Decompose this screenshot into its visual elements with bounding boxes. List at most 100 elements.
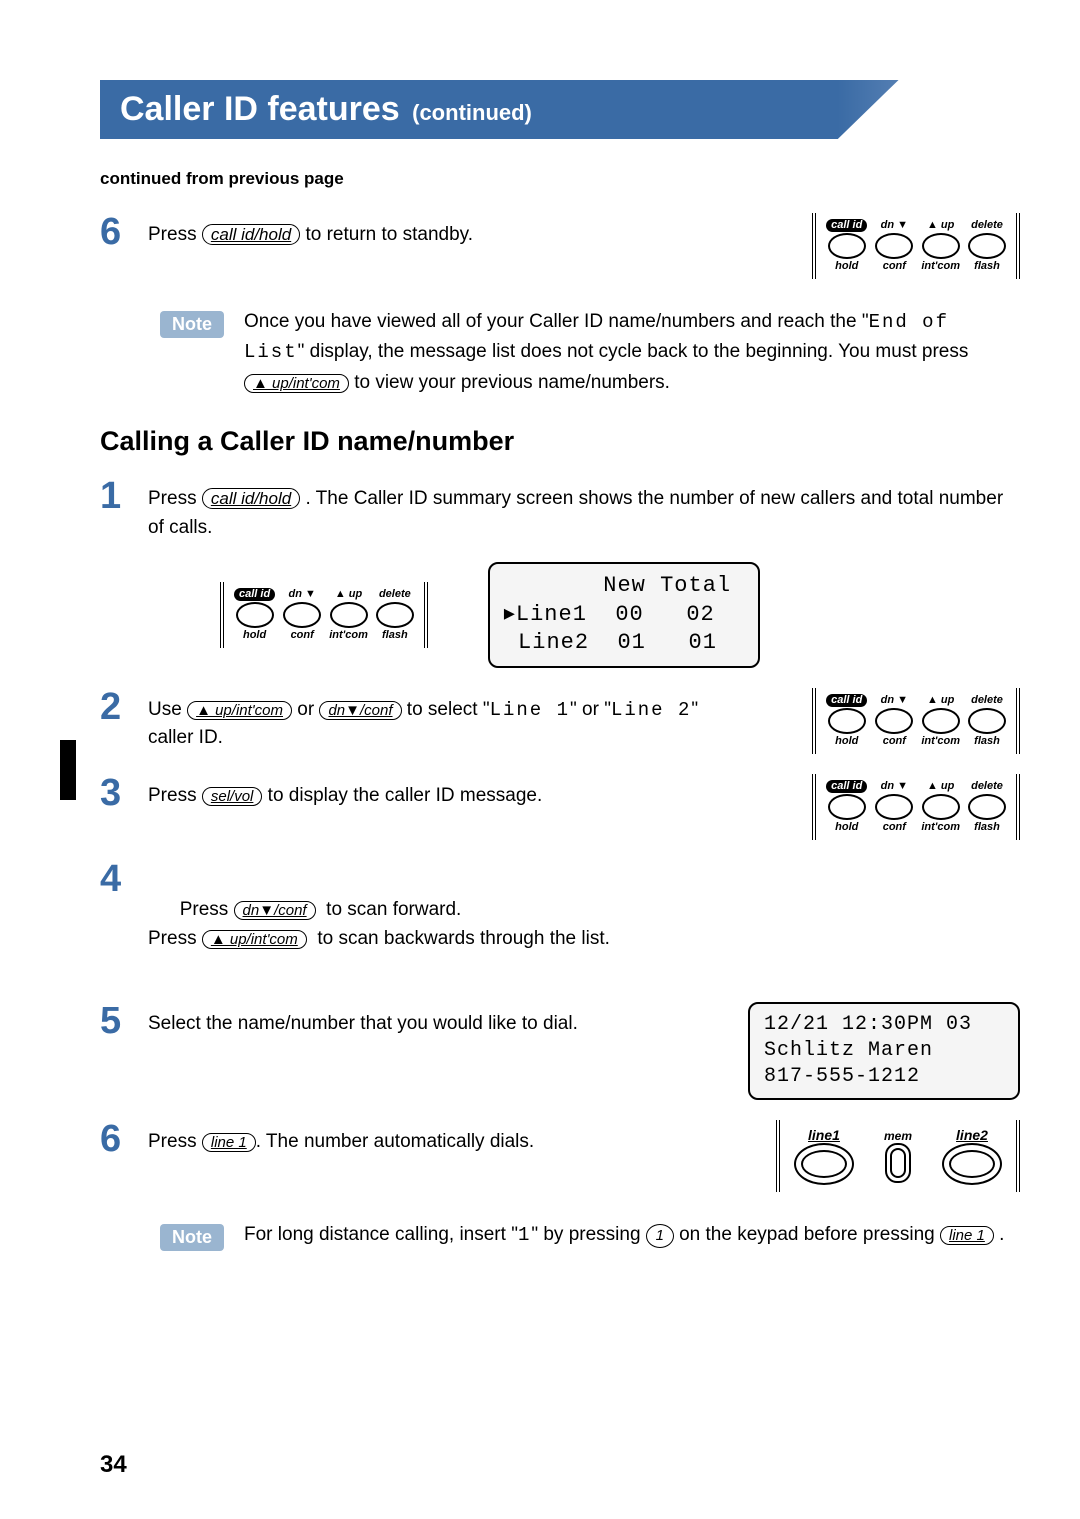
- text: For long distance calling, insert ": [244, 1224, 518, 1245]
- oval-button: [283, 602, 321, 628]
- line2-label: line2: [956, 1127, 988, 1143]
- flash-label: flash: [974, 821, 1000, 834]
- up-intcom-btn: ▲ up int'com: [921, 219, 960, 273]
- header-title: Caller ID features: [120, 90, 400, 128]
- callid-hold-button: call id/hold: [202, 488, 300, 509]
- oval-button: [828, 794, 866, 820]
- dn-label: dn ▼: [881, 780, 908, 793]
- delete-label: delete: [379, 588, 411, 601]
- big-oval-button: [794, 1143, 854, 1185]
- hold-label: hold: [835, 260, 858, 273]
- delete-flash-btn: delete flash: [968, 780, 1006, 834]
- dn-conf-button: dn▼/conf: [319, 701, 401, 720]
- section-heading: Calling a Caller ID name/number: [100, 426, 1020, 457]
- note-text: Once you have viewed all of your Caller …: [244, 307, 1020, 398]
- lcd-summary-screen: New Total ▸Line1 00 02 Line2 01 01: [488, 562, 760, 668]
- text: Use: [148, 699, 187, 720]
- oval-button: [922, 794, 960, 820]
- callid-hold-btn: call id hold: [826, 780, 867, 834]
- oval-button: [875, 794, 913, 820]
- dn-conf-btn: dn ▼ conf: [875, 219, 913, 273]
- line2-btn: line2: [942, 1127, 1002, 1185]
- oval-button: [330, 602, 368, 628]
- mem-label: mem: [884, 1129, 912, 1143]
- step-number: 6: [100, 213, 130, 251]
- oval-button: [875, 708, 913, 734]
- text: or: [292, 699, 319, 720]
- continued-label: continued from previous page: [100, 169, 1020, 189]
- up-intcom-btn: ▲ up int'com: [921, 694, 960, 748]
- up-intcom-button: ▲ up/int'com: [187, 701, 292, 720]
- header-banner: Caller ID features (continued): [100, 80, 968, 139]
- step-text: Press sel/vol to display the caller ID m…: [148, 774, 742, 811]
- oval-button: [968, 794, 1006, 820]
- text: " by pressing: [531, 1224, 645, 1245]
- line1-button: line 1: [940, 1226, 994, 1245]
- text: to return to standby.: [305, 224, 473, 245]
- dn-conf-button: dn▼/conf: [234, 901, 316, 920]
- intcom-label: int'com: [329, 629, 368, 642]
- conf-label: conf: [883, 735, 906, 748]
- text: Press: [148, 785, 202, 806]
- dn-conf-btn: dn ▼ conf: [875, 780, 913, 834]
- page: Caller ID features (continued) continued…: [0, 0, 1080, 1519]
- step-3: 3 Press sel/vol to display the caller ID…: [100, 774, 1020, 840]
- four-button-panel: call id hold dn ▼ conf ▲ up int'com dele…: [812, 213, 1020, 279]
- step-2: 2 Use ▲ up/int'com or dn▼/conf to select…: [100, 688, 1020, 754]
- button-panel-illustration: call id hold dn ▼ conf ▲ up int'com dele…: [760, 688, 1020, 754]
- step-number: 6: [100, 1120, 130, 1158]
- text: to select ": [402, 699, 490, 720]
- hold-label: hold: [243, 629, 266, 642]
- lcd-illustration: 12/21 12:30PM 03 Schlitz Maren 817-555-1…: [748, 1002, 1020, 1100]
- line-panel-illustration: line1 mem line2: [760, 1120, 1020, 1192]
- lcd-text: 1: [518, 1224, 531, 1246]
- lcd-caller-screen: 12/21 12:30PM 03 Schlitz Maren 817-555-1…: [748, 1002, 1020, 1100]
- text: " display, the message list does not cyc…: [298, 341, 969, 362]
- step-4: 4 Press dn▼/conf to scan forward. Press …: [100, 860, 1020, 982]
- step-number: 2: [100, 688, 130, 726]
- oval-button: [922, 233, 960, 259]
- text: to scan backwards through the list.: [307, 928, 610, 949]
- oval-button: [828, 233, 866, 259]
- button-panel-illustration: call id hold dn ▼ conf ▲ up int'com dele…: [760, 774, 1020, 840]
- note-2: Note For long distance calling, insert "…: [160, 1220, 1020, 1251]
- step-text: Press dn▼/conf to scan forward. Press ▲ …: [148, 860, 742, 982]
- line1-button: line 1: [202, 1133, 256, 1152]
- flash-label: flash: [974, 260, 1000, 273]
- step-6: 6 Press line 1. The number automatically…: [100, 1120, 1020, 1192]
- step-number: 3: [100, 774, 130, 812]
- intcom-label: int'com: [921, 260, 960, 273]
- oval-button: [922, 708, 960, 734]
- dn-label: dn ▼: [881, 219, 908, 232]
- oval-button: [968, 233, 1006, 259]
- text: Once you have viewed all of your Caller …: [244, 311, 869, 332]
- conf-label: conf: [883, 260, 906, 273]
- line-panel: line1 mem line2: [776, 1120, 1020, 1192]
- hold-label: hold: [835, 735, 858, 748]
- step-5: 5 Select the name/number that you would …: [100, 1002, 1020, 1100]
- step1-figures: call id hold dn ▼ conf ▲ up int'com dele…: [220, 562, 1020, 668]
- step-6-top: 6 Press call id/hold to return to standb…: [100, 213, 1020, 279]
- big-oval-button: [942, 1143, 1002, 1185]
- text: on the keypad before pressing: [674, 1224, 940, 1245]
- step-number: 1: [100, 477, 130, 515]
- intcom-label: int'com: [921, 735, 960, 748]
- flash-label: flash: [382, 629, 408, 642]
- oval-button: [236, 602, 274, 628]
- callid-label: call id: [826, 219, 867, 232]
- mem-button-shape: [885, 1143, 911, 1183]
- note-text: For long distance calling, insert "1" by…: [244, 1220, 1020, 1250]
- text: Press: [180, 899, 234, 920]
- oval-button: [376, 602, 414, 628]
- step-text: Select the name/number that you would li…: [148, 1002, 730, 1039]
- up-intcom-button: ▲ up/int'com: [244, 374, 349, 393]
- text: Press: [148, 1131, 202, 1152]
- dn-conf-btn: dn ▼ conf: [283, 588, 321, 642]
- step-text: Press call id/hold to return to standby.: [148, 213, 742, 250]
- page-number: 34: [100, 1451, 1020, 1479]
- four-button-panel: call id hold dn ▼ conf ▲ up int'com dele…: [220, 582, 428, 648]
- step-text: Press call id/hold . The Caller ID summa…: [148, 477, 1020, 542]
- dn-label: dn ▼: [881, 694, 908, 707]
- button-panel-illustration: call id hold dn ▼ conf ▲ up int'com dele…: [760, 213, 1020, 279]
- delete-flash-btn: delete flash: [968, 694, 1006, 748]
